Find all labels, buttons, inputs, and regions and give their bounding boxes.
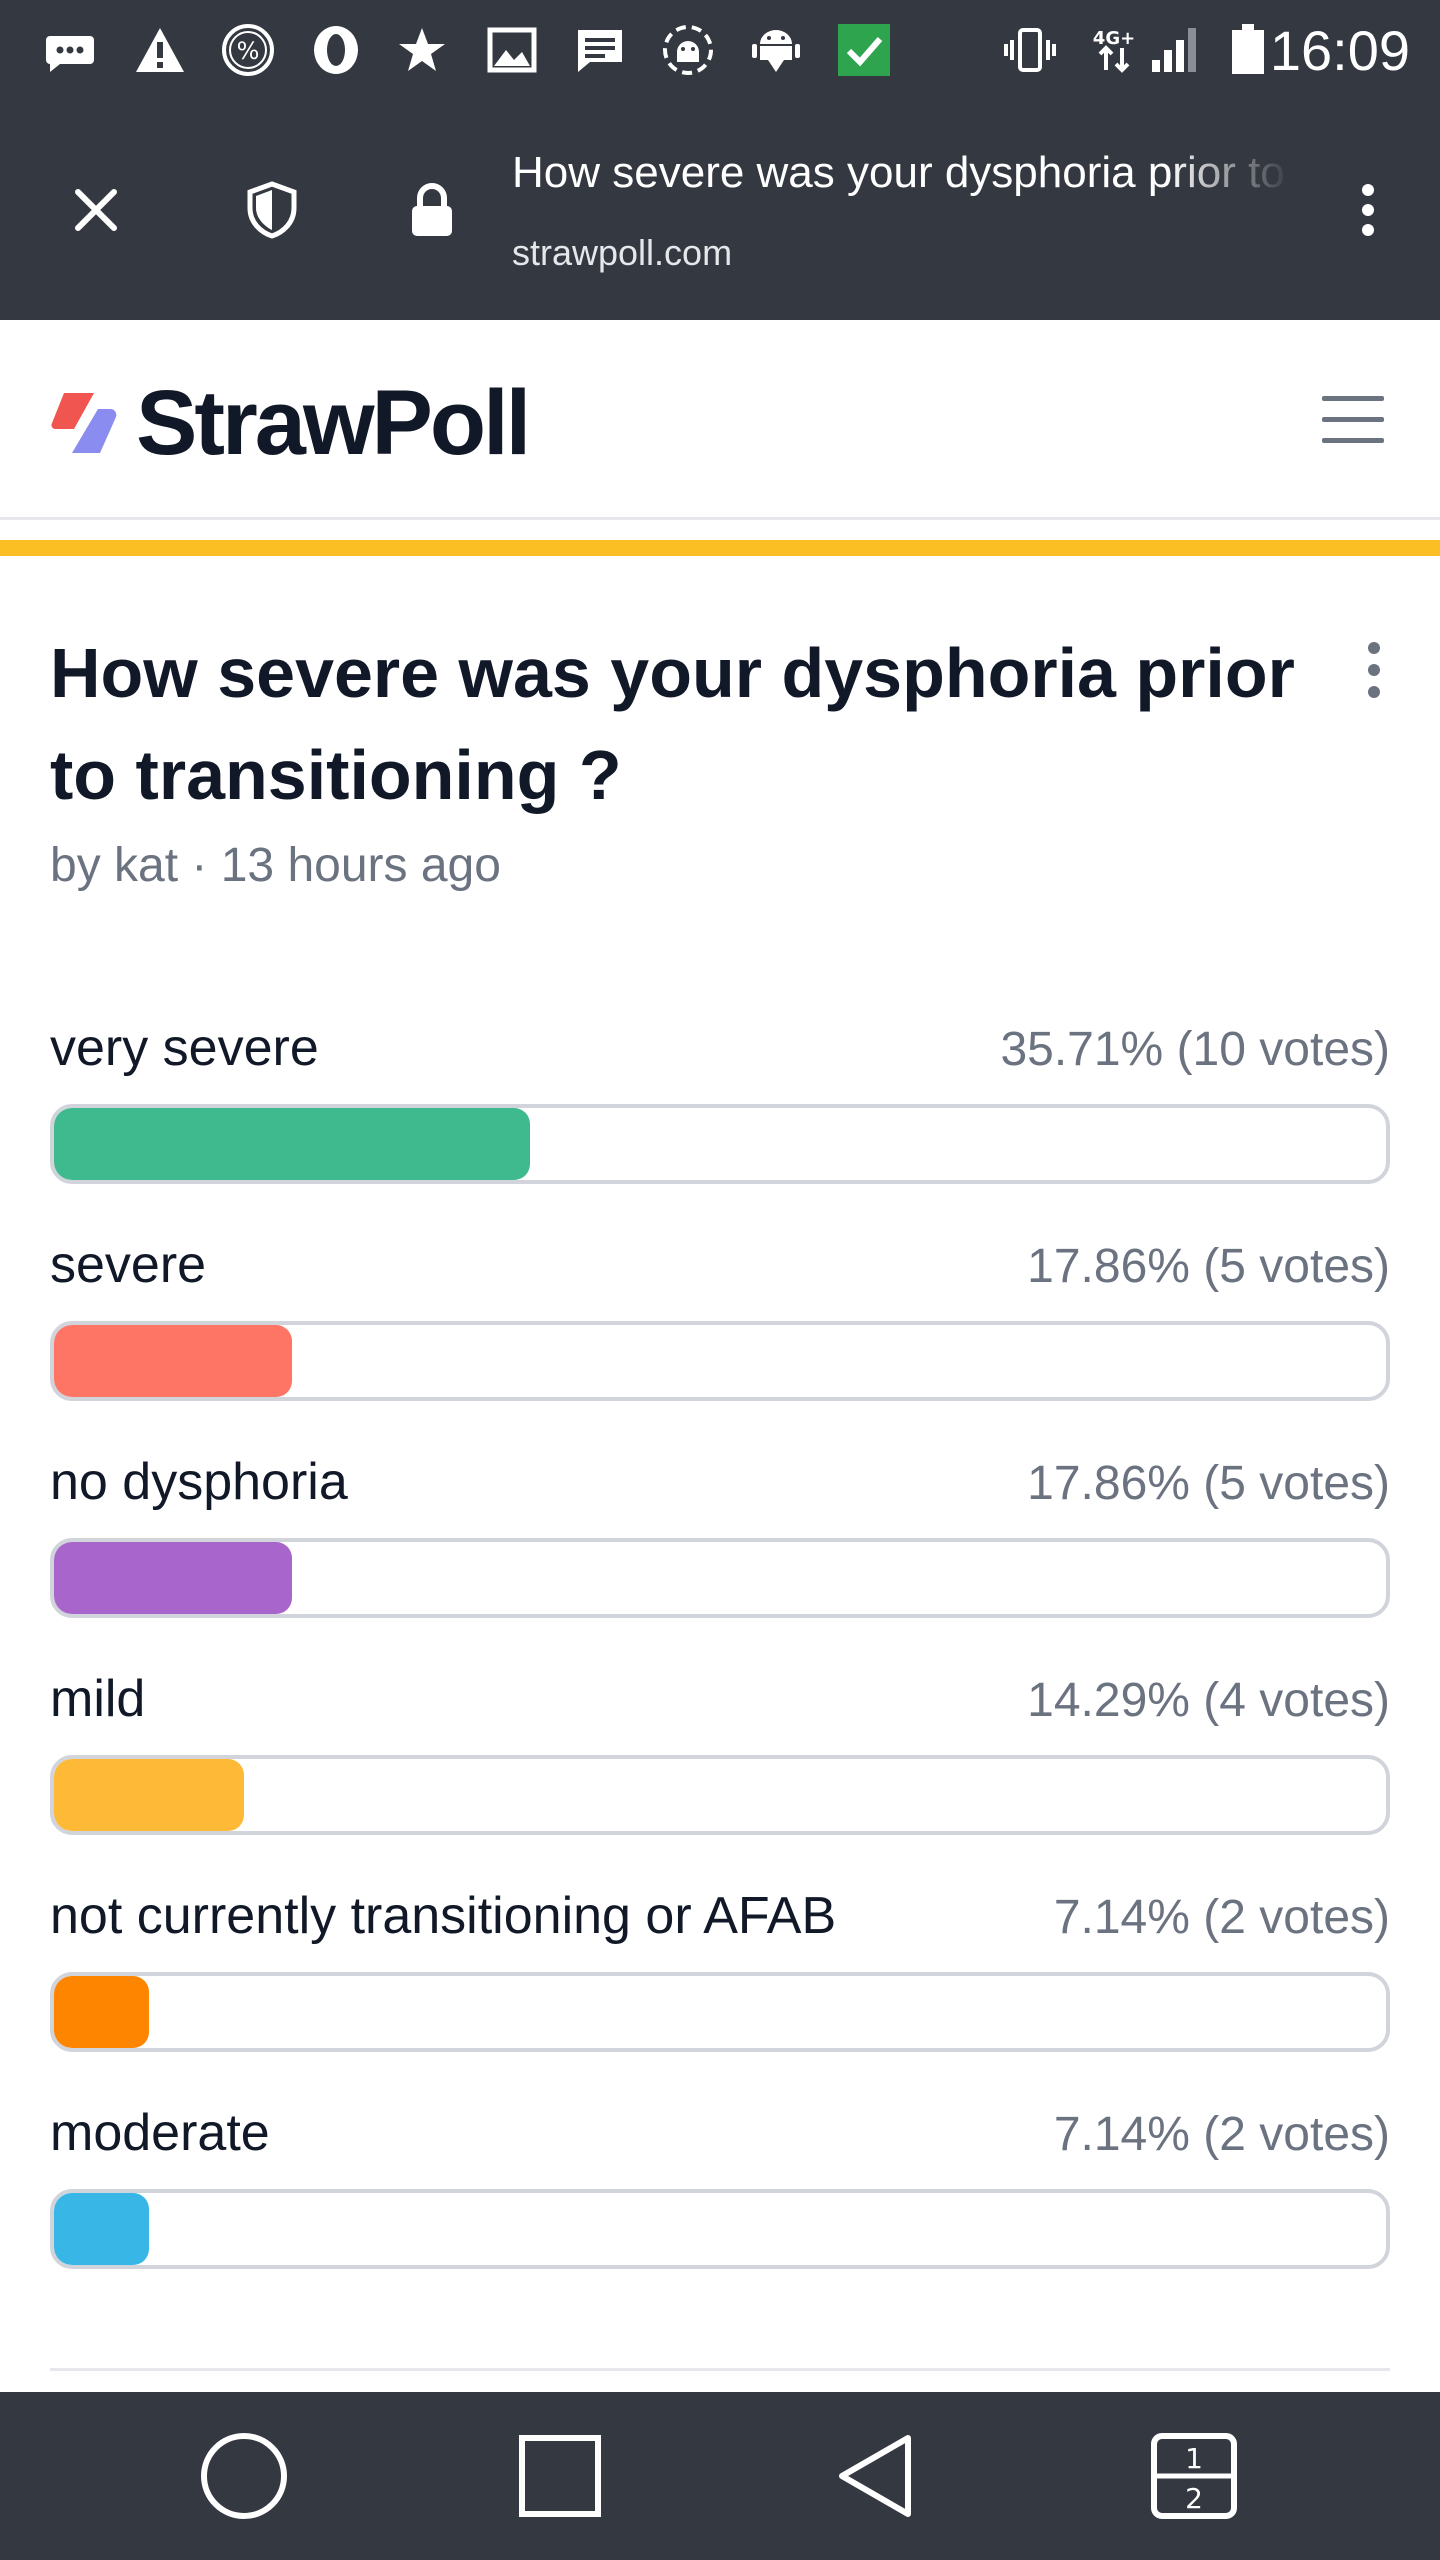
home-button[interactable] <box>194 2426 294 2526</box>
result-bar-fill <box>54 1108 530 1180</box>
option-stats: 14.29% (4 votes) <box>1027 1674 1390 1727</box>
network-badge: 4G+ <box>1093 28 1135 49</box>
url-domain[interactable]: strawpoll.com <box>512 232 733 273</box>
poll-results: very severe 35.71% (10 votes) severe 17.… <box>50 1010 1390 2312</box>
shield-icon <box>247 181 297 239</box>
dual-window-button[interactable]: 1 2 <box>1144 2426 1244 2526</box>
poll-meta: by kat · 13 hours ago <box>50 839 501 892</box>
option-label: severe <box>50 1236 207 1294</box>
result-bar-fill <box>54 1325 292 1397</box>
star-icon <box>392 20 452 80</box>
dual-window-icon: 1 2 <box>1151 2433 1237 2519</box>
navigation-bar: 1 2 <box>0 2392 1440 2560</box>
option-stats: 17.86% (5 votes) <box>1027 1457 1390 1510</box>
site-header: StrawPoll <box>0 320 1440 520</box>
dual-window-top-label: 1 <box>1185 2442 1203 2475</box>
signal-icon <box>1146 20 1206 80</box>
option-label: moderate <box>50 2104 270 2162</box>
result-bar-track <box>50 1321 1390 1401</box>
result-bar-fill <box>54 2193 150 2265</box>
option-stats: 17.86% (5 votes) <box>1027 1240 1390 1293</box>
vibrate-icon <box>1000 20 1060 80</box>
message-icon <box>40 20 100 80</box>
home-circle-icon <box>201 2433 287 2519</box>
option-stats: 35.71% (10 votes) <box>1000 1023 1390 1076</box>
check-icon <box>834 20 894 80</box>
poll-option: very severe 35.71% (10 votes) <box>50 1010 1390 1227</box>
result-bar-track <box>50 1538 1390 1618</box>
hamburger-menu-icon[interactable] <box>1322 392 1384 448</box>
url-page-title[interactable]: How severe was your dysphoria prior to t… <box>512 148 1292 197</box>
lock-icon <box>412 183 452 236</box>
recents-square-icon <box>519 2435 601 2517</box>
browser-menu-button[interactable] <box>1318 160 1418 260</box>
site-security-button[interactable] <box>382 160 482 260</box>
strawpoll-logo-icon <box>51 393 117 453</box>
svg-text:%: % <box>237 37 260 65</box>
image-icon <box>482 20 542 80</box>
warning-icon <box>130 20 190 80</box>
result-bar-track <box>50 1972 1390 2052</box>
browser-toolbar: How severe was your dysphoria prior to t… <box>0 100 1440 320</box>
opera-icon <box>306 20 366 80</box>
result-bar-fill <box>54 1542 292 1614</box>
status-bar: % 4G+ 16:09 <box>0 0 1440 100</box>
poll-option: not currently transitioning or AFAB 7.14… <box>50 1878 1390 2095</box>
close-icon <box>75 189 117 231</box>
poll-option: severe 17.86% (5 votes) <box>50 1227 1390 1444</box>
close-tab-button[interactable] <box>46 160 146 260</box>
network-4g-icon: 4G+ <box>1084 20 1144 80</box>
recents-button[interactable] <box>510 2426 610 2526</box>
android-debug-icon <box>658 20 718 80</box>
option-label: no dysphoria <box>50 1453 348 1511</box>
poll-option: moderate 7.14% (2 votes) <box>50 2095 1390 2312</box>
option-label: not currently transitioning or AFAB <box>50 1887 837 1945</box>
result-bar-track <box>50 1104 1390 1184</box>
option-label: very severe <box>50 1019 319 1077</box>
option-label: mild <box>50 1670 146 1728</box>
back-button[interactable] <box>826 2426 926 2526</box>
result-bar-track <box>50 1755 1390 1835</box>
logo-text: StrawPoll <box>136 371 531 474</box>
percent-icon: % <box>218 20 278 80</box>
android-download-icon <box>746 20 806 80</box>
result-bar-fill <box>54 1759 245 1831</box>
poll-option: mild 14.29% (4 votes) <box>50 1661 1390 1878</box>
result-bar-fill <box>54 1976 150 2048</box>
status-time: 16:09 <box>1269 19 1410 82</box>
strawpoll-logo[interactable]: StrawPoll <box>50 372 531 474</box>
tracker-shield-button[interactable] <box>222 160 322 260</box>
option-stats: 7.14% (2 votes) <box>1053 2108 1390 2161</box>
poll-options-icon[interactable] <box>1362 640 1386 700</box>
option-stats: 7.14% (2 votes) <box>1053 1891 1390 1944</box>
poll-option: no dysphoria 17.86% (5 votes) <box>50 1444 1390 1661</box>
content-divider <box>50 2368 1390 2371</box>
accent-line <box>0 540 1440 556</box>
battery-icon <box>1218 20 1278 80</box>
more-vertical-icon <box>1362 184 1374 236</box>
chat-icon <box>570 20 630 80</box>
back-triangle-icon <box>839 2435 911 2517</box>
result-bar-track <box>50 2189 1390 2269</box>
dual-window-bottom-label: 2 <box>1185 2482 1203 2515</box>
poll-title: How severe was your dysphoria prior to t… <box>50 634 1295 814</box>
